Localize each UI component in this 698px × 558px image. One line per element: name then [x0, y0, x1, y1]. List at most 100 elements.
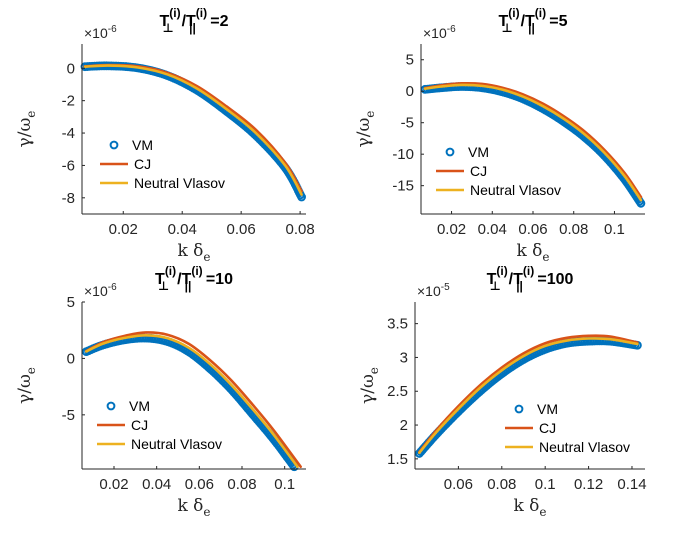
x-tick-label: 0.06 [518, 221, 547, 238]
ylabel-main: γ/ω [15, 374, 35, 404]
legend-label: CJ [131, 417, 148, 433]
x-tick-label: 0.06 [227, 221, 256, 238]
legend-marker-vm [445, 147, 455, 157]
series-cj-line [83, 63, 303, 193]
multiplier-base: ×10 [84, 283, 108, 299]
title-superscript-2: (i) [523, 264, 534, 278]
legend-label: VM [468, 144, 489, 160]
y-tick-label: 2 [400, 417, 408, 434]
title-superscript-1: (i) [165, 264, 176, 278]
title-middle: /T [177, 271, 191, 288]
y-tick-label: 1.5 [387, 451, 408, 468]
y-tick-label: 0 [67, 60, 75, 77]
title-superscript-1: (i) [508, 6, 519, 20]
multiplier-exponent: -6 [108, 24, 117, 35]
title-main: T [487, 271, 497, 288]
y-tick-label: -4 [62, 125, 75, 142]
legend-label: CJ [539, 420, 556, 436]
title-subscript-2: || [528, 21, 535, 35]
y-tick-label: 0 [406, 83, 414, 100]
title-main: T [159, 13, 169, 30]
title-subscript-1: ⊥ [490, 279, 501, 293]
subplot-4: 0.06 0.08 0.1 0.12 0.143.532.521.5×10-5 T(i) ⊥… [358, 264, 647, 519]
y-tick-label: -2 [62, 93, 75, 110]
multiplier-exponent: -6 [447, 24, 456, 35]
series-neutral-vlasov-line [418, 337, 639, 455]
y-tick-label: -15 [392, 178, 414, 195]
xlabel-subscript: e [203, 250, 210, 264]
legend-label: CJ [470, 163, 487, 179]
subplot-title: T(i) ⊥/T(i) || =10 [155, 264, 233, 293]
legend-label: VM [537, 401, 558, 417]
y-axis-label: γ/ωe [15, 111, 38, 148]
subplot-3: 0.02 0.04 0.06 0.08 0.150-5×10-6 T(i) ⊥/T(i) ||… [15, 264, 306, 519]
y-axis-label: γ/ωe [354, 111, 377, 148]
series-cj-line [423, 81, 643, 199]
axis-multiplier: ×10-6 [423, 24, 456, 41]
xlabel-main: k δ [177, 241, 203, 261]
title-subscript-2: || [189, 21, 196, 35]
x-axis-label: k δe [177, 241, 210, 264]
xlabel-subscript: e [203, 505, 210, 519]
series-cj-line [84, 331, 302, 469]
subplot-1: 0.02 0.04 0.06 0.080-2-4-6-8×10-6 T(i) ⊥/T(i)… [15, 6, 315, 264]
ylabel-main: γ/ω [358, 374, 378, 404]
title-subscript-2: || [516, 279, 523, 293]
x-tick-label: 0.1 [274, 476, 295, 493]
legend-marker-vm [106, 401, 116, 411]
y-tick-label: -8 [62, 190, 75, 207]
legend-label: VM [132, 137, 153, 153]
x-tick-label: 0.04 [478, 221, 507, 238]
title-subscript-1: ⊥ [158, 279, 169, 293]
title-superscript-2: (i) [196, 6, 207, 20]
legend: VM CJ Neutral Vlasov [97, 398, 222, 452]
ylabel-subscript: e [24, 111, 38, 118]
y-tick-label: 2.5 [387, 383, 408, 400]
y-tick-label: -6 [62, 157, 75, 174]
legend-label: VM [129, 398, 150, 414]
legend: VM CJ Neutral Vlasov [505, 401, 630, 455]
series-group [80, 61, 306, 202]
y-tick-label: 3 [400, 349, 408, 366]
y-tick-label: -5 [62, 407, 75, 424]
y-tick-label: -5 [401, 115, 414, 132]
subplot-title: T(i) ⊥/T(i) || =2 [159, 6, 228, 35]
title-main: T [155, 271, 165, 288]
y-axis-label: γ/ωe [358, 367, 381, 404]
y-tick-label: -10 [392, 146, 414, 163]
y-tick-label: 3.5 [387, 316, 408, 333]
title-superscript-2: (i) [191, 264, 202, 278]
y-tick-label: 5 [406, 52, 414, 69]
x-tick-label: 0.08 [487, 476, 516, 493]
y-axis-label: γ/ωe [15, 367, 38, 404]
title-subscript-1: ⊥ [502, 21, 513, 35]
x-tick-label: 0.08 [559, 221, 588, 238]
title-subscript-2: || [185, 279, 192, 293]
legend: VM CJ Neutral Vlasov [436, 144, 561, 198]
xlabel-main: k δ [177, 496, 203, 516]
title-subscript-1: ⊥ [163, 21, 174, 35]
multiplier-base: ×10 [417, 283, 441, 299]
ylabel-subscript: e [363, 111, 377, 118]
title-superscript-1: (i) [169, 6, 180, 20]
subplot-title: T(i) ⊥/T(i) || =100 [487, 264, 574, 293]
legend-label: Neutral Vlasov [134, 175, 225, 191]
xlabel-main: k δ [513, 496, 539, 516]
x-tick-label: 0.02 [99, 476, 128, 493]
legend-marker-vm [514, 404, 524, 414]
series-group [81, 331, 302, 472]
y-tick-label: 0 [67, 350, 75, 367]
x-tick-label: 0.08 [286, 221, 315, 238]
title-superscript-2: (i) [535, 6, 546, 20]
multiplier-base: ×10 [423, 25, 447, 41]
xlabel-main: k δ [516, 241, 542, 261]
title-tail: =2 [206, 13, 229, 30]
legend-label: Neutral Vlasov [539, 439, 630, 455]
x-tick-label: 0.1 [535, 476, 556, 493]
title-superscript-1: (i) [496, 264, 507, 278]
x-tick-label: 0.06 [444, 476, 473, 493]
subplot-2: 0.02 0.04 0.06 0.08 0.150-5-10-15×10-6 T(i) ⊥ /… [354, 6, 646, 264]
title-tail: =5 [545, 13, 568, 30]
legend-label: Neutral Vlasov [131, 436, 222, 452]
